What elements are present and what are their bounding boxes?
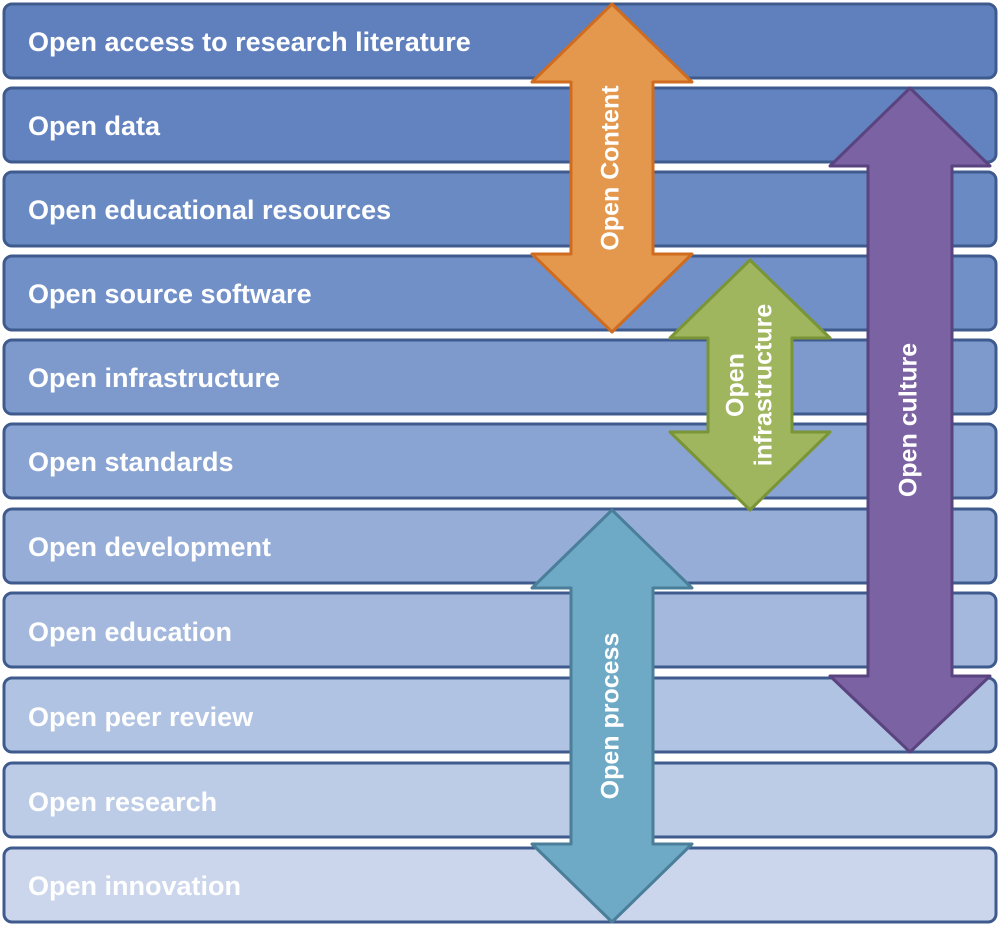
row-bar (2, 86, 998, 164)
row-bar (2, 846, 998, 924)
row-open-peer-review: Open peer review (2, 676, 998, 754)
row-label: Open education (28, 617, 232, 647)
row-bar (2, 2, 998, 80)
row-label: Open infrastructure (28, 363, 280, 393)
double-arrow-icon (530, 508, 694, 924)
row-bar (2, 591, 998, 669)
row-open-education: Open education (2, 591, 998, 669)
row-open-educational-resources: Open educational resources (2, 170, 998, 248)
row-label: Open access to research literature (28, 27, 471, 57)
row-open-innovation: Open innovation (2, 846, 998, 924)
arrow-label-line1: Open (722, 353, 750, 417)
arrow-open-infrastructure: Open infrastructure (668, 258, 832, 512)
row-label: Open standards (28, 447, 234, 477)
row-label: Open innovation (28, 871, 241, 901)
arrow-label: Open process (597, 633, 625, 800)
row-open-access: Open access to research literature (2, 2, 998, 80)
row-label: Open development (28, 532, 271, 562)
row-bar (2, 170, 998, 248)
arrow-open-culture: Open culture (828, 86, 992, 754)
row-open-standards: Open standards (2, 422, 998, 500)
row-open-development: Open development (2, 507, 998, 585)
arrow-open-process: Open process (530, 508, 694, 924)
row-open-infrastructure: Open infrastructure (2, 338, 998, 416)
row-open-data: Open data (2, 86, 998, 164)
double-arrow-icon (530, 2, 694, 334)
row-label: Open peer review (28, 702, 254, 732)
double-arrow-icon (668, 258, 832, 512)
arrow-label-line2: infrastructure (750, 304, 778, 467)
row-bar (2, 761, 998, 839)
row-bar (2, 507, 998, 585)
row-label: Open educational resources (28, 195, 391, 225)
arrow-open-content: Open Content (530, 2, 694, 334)
arrow-label: Open culture (895, 343, 923, 497)
row-bar (2, 676, 998, 754)
double-arrow-icon (828, 86, 992, 754)
row-label: Open research (28, 787, 217, 817)
arrow-label: Open Content (597, 85, 625, 251)
row-label: Open source software (28, 279, 312, 309)
row-label: Open data (28, 111, 161, 141)
row-open-source-software: Open source software (2, 254, 998, 332)
row-open-research: Open research (2, 761, 998, 839)
